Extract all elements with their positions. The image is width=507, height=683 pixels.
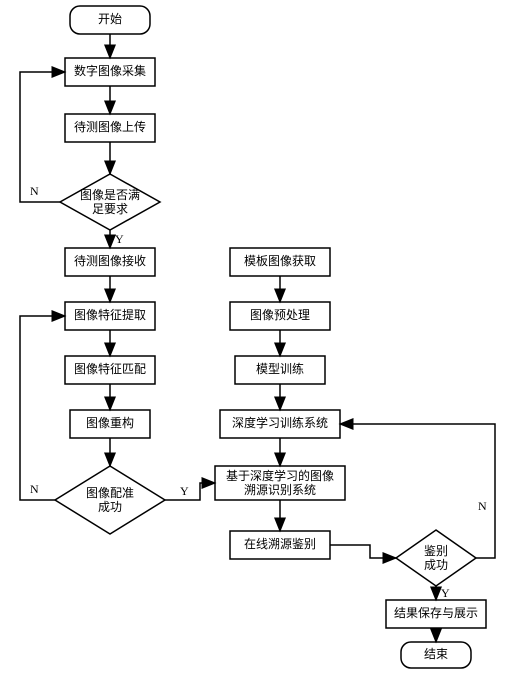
node-end: 结束 — [401, 642, 471, 668]
node-end-label: 结束 — [424, 647, 448, 661]
node-save-label: 结果保存与展示 — [394, 606, 478, 620]
node-dl-recog: 基于深度学习的图像 溯源识别系统 — [215, 466, 345, 500]
node-start: 开始 — [70, 6, 150, 34]
node-reconstruct: 图像重构 — [70, 410, 150, 438]
node-train: 模型训练 — [235, 356, 325, 384]
edge-check-receive-label: Y — [115, 232, 124, 246]
edge-check-capture-label: N — [30, 184, 39, 198]
node-feat-match: 图像特征匹配 — [65, 356, 155, 384]
edge-register-featext — [20, 316, 65, 500]
node-capture: 数字图像采集 — [65, 58, 155, 86]
edge-recogok-dltrain-label: N — [478, 499, 487, 513]
node-receive-label: 待测图像接收 — [74, 253, 146, 268]
node-check-label-2: 足要求 — [92, 202, 128, 216]
node-register-label-2: 成功 — [98, 500, 122, 514]
node-feat-ext-label: 图像特征提取 — [74, 307, 146, 322]
node-check-label-1: 图像是否满 — [80, 188, 140, 202]
node-dl-train: 深度学习训练系统 — [220, 410, 340, 438]
node-start-label: 开始 — [98, 12, 122, 26]
node-recog-ok: 鉴别 成功 — [396, 530, 476, 586]
edge-register-dlrecog — [165, 483, 215, 500]
node-check: 图像是否满 足要求 — [60, 174, 160, 230]
node-preproc-label: 图像预处理 — [250, 308, 310, 322]
node-dl-train-label: 深度学习训练系统 — [232, 415, 328, 430]
node-train-label: 模型训练 — [256, 361, 304, 376]
node-upload: 待测图像上传 — [65, 114, 155, 142]
edge-recogok-dltrain — [340, 424, 495, 558]
node-register: 图像配准 成功 — [55, 466, 165, 534]
node-recog-ok-label-2: 成功 — [424, 558, 448, 572]
edge-online-recogok — [330, 545, 396, 558]
node-save: 结果保存与展示 — [386, 600, 486, 628]
edge-check-capture — [20, 72, 65, 202]
node-tpl-get-label: 模板图像获取 — [244, 254, 316, 268]
node-upload-label: 待测图像上传 — [74, 119, 146, 134]
node-dl-recog-label-2: 溯源识别系统 — [244, 482, 316, 497]
node-feat-match-label: 图像特征匹配 — [74, 361, 146, 376]
edge-register-dlrecog-label: Y — [180, 484, 189, 498]
node-receive: 待测图像接收 — [65, 248, 155, 276]
flowchart-canvas: 开始 数字图像采集 待测图像上传 图像是否满 足要求 待测图像接收 图像特征提取… — [0, 0, 507, 683]
edge-recogok-save-label: Y — [441, 586, 450, 600]
node-online-label: 在线溯源鉴别 — [244, 536, 316, 551]
node-preproc: 图像预处理 — [230, 302, 330, 330]
node-feat-ext: 图像特征提取 — [65, 302, 155, 330]
node-reconstruct-label: 图像重构 — [86, 415, 134, 430]
node-online: 在线溯源鉴别 — [230, 531, 330, 559]
node-dl-recog-label-1: 基于深度学习的图像 — [226, 468, 334, 483]
node-recog-ok-label-1: 鉴别 — [424, 544, 448, 558]
node-tpl-get: 模板图像获取 — [230, 248, 330, 276]
node-capture-label: 数字图像采集 — [74, 63, 146, 78]
node-register-label-1: 图像配准 — [86, 486, 134, 500]
edge-register-featext-label: N — [30, 482, 39, 496]
